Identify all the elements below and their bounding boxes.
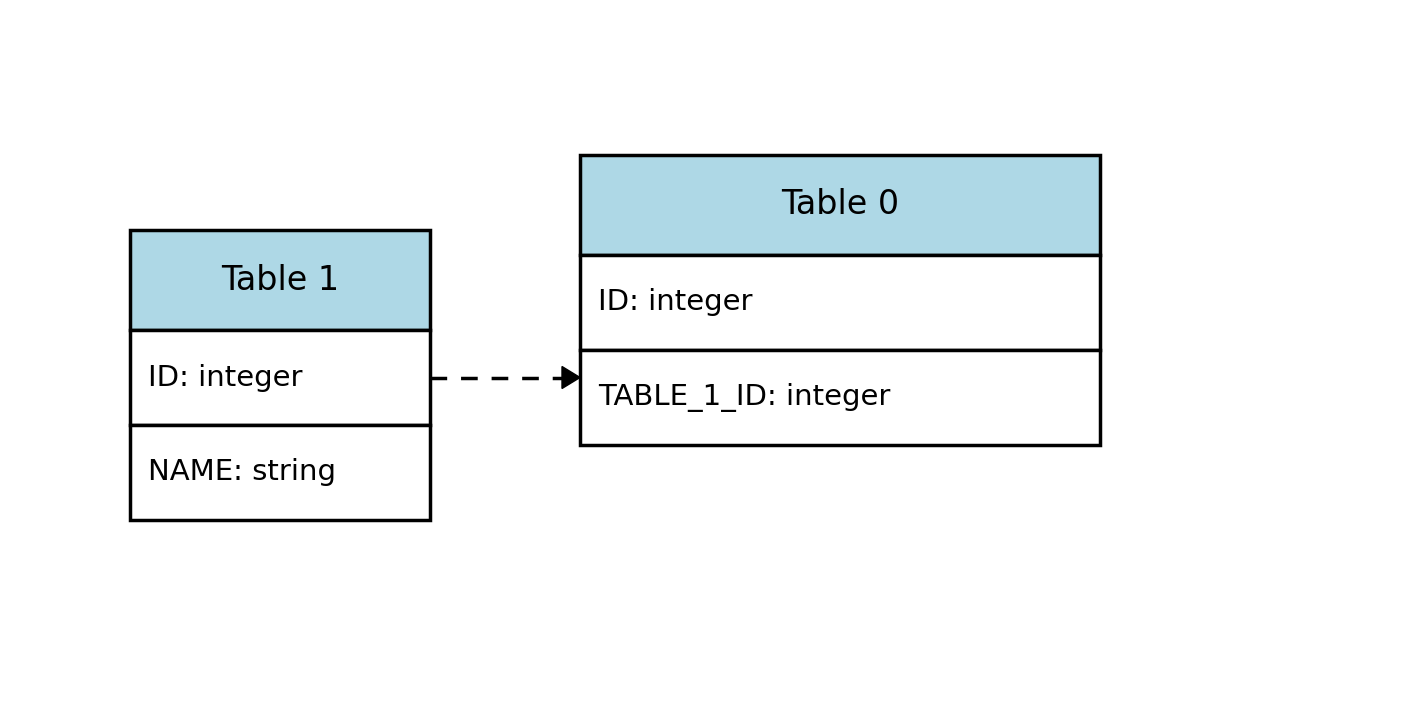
Bar bbox=[580, 155, 1099, 255]
Text: ID: integer: ID: integer bbox=[148, 363, 302, 391]
Text: TABLE_1_ID: integer: TABLE_1_ID: integer bbox=[598, 383, 890, 412]
Bar bbox=[580, 255, 1099, 350]
Text: ID: integer: ID: integer bbox=[598, 289, 752, 316]
Polygon shape bbox=[562, 367, 580, 388]
Text: Table 0: Table 0 bbox=[780, 188, 899, 222]
Text: NAME: string: NAME: string bbox=[148, 458, 336, 487]
Bar bbox=[130, 425, 430, 520]
Bar bbox=[580, 350, 1099, 445]
Bar bbox=[130, 230, 430, 330]
Bar bbox=[130, 330, 430, 425]
Text: Table 1: Table 1 bbox=[221, 264, 339, 297]
